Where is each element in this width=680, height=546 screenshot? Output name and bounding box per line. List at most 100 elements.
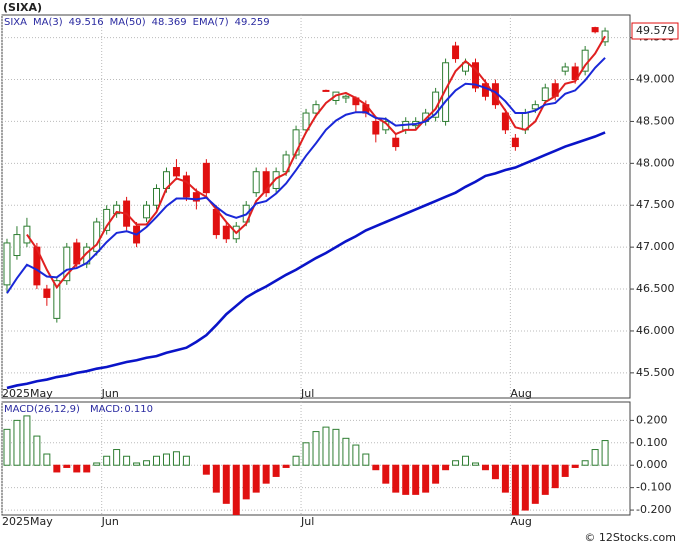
macd-bar [591,449,599,466]
candle-body [103,208,111,231]
macd-bar [372,464,380,471]
macd-bar [23,415,31,466]
candle-body [591,27,599,33]
candle-body [322,89,330,92]
candle-body [342,95,350,99]
macd-bar [402,464,410,495]
candle-body [43,288,51,298]
legend-value: 0.110 [124,404,153,415]
candle-body [472,62,479,89]
candle-body [202,162,210,194]
macd-bar [322,426,330,466]
macd-bar [432,464,440,484]
candle-body [541,87,549,101]
macd-bar [73,464,81,473]
legend-entry: EMA(7) [193,17,229,28]
macd-bar [113,449,121,466]
macd-bar [481,464,489,471]
macd-bar [501,464,509,493]
candle-body [372,120,380,135]
candle-body [182,175,190,198]
footer: © 12Stocks.com [584,531,676,544]
macd-bar [262,464,270,484]
macd-bar [93,462,101,466]
macd-bar [521,464,529,511]
candle-body [531,104,539,110]
x-tick-label: Jun [101,387,119,400]
y-tick-label: 48.000 [636,156,675,169]
macd-bar [232,464,240,516]
ma-line [26,35,606,290]
macd-bar [382,464,390,484]
macd-bar [43,453,51,466]
last-price-label: 49.579 [636,24,675,37]
y-tick-label: 47.000 [636,240,675,253]
macd-bar [601,440,609,466]
x-tick-label: 2025May [2,387,53,400]
last-price-box [631,22,679,40]
candle-body [442,62,450,122]
macd-bar [282,464,290,468]
candle-body [172,167,180,177]
candle-body [192,192,200,202]
candle-body [272,171,280,189]
macd-bar [511,464,519,516]
macd-bar [571,464,579,468]
candle-body [13,234,21,257]
macd-bar [53,464,61,473]
macd-bar [252,464,260,493]
x-tick-label: Jun [101,515,119,528]
x-tick-label: 2025May [2,515,53,528]
x-tick-label: Aug [510,515,531,528]
macd-bar [133,462,141,466]
macd-bar [162,453,170,466]
macd-bar [222,464,230,504]
candle-body [511,137,519,148]
macd-bar [123,455,131,466]
legend-entry: 49.259 [235,17,270,28]
macd-bar [272,464,280,477]
chart-title: (SIXA) [3,1,42,14]
macd-bar [352,444,360,466]
macd-bar [312,431,320,466]
candle-body [63,246,71,282]
y-tick-label: -0.100 [636,481,671,494]
y-tick-label: 0.100 [636,436,668,449]
y-tick-label: 46.500 [636,282,675,295]
candle-body [53,280,61,319]
y-tick-label: 48.500 [636,114,675,127]
macd-bar [103,455,111,466]
y-tick-label: 46.000 [636,324,675,337]
legend-entry: SIXA [4,17,27,28]
candle-body [252,171,260,194]
macd-bar [153,455,160,466]
macd-bar [172,451,180,466]
macd-bar [143,460,151,466]
macd-bar [531,464,539,504]
macd-bar [362,453,370,466]
y-tick-label: 0.200 [636,413,668,426]
ma-line [6,131,606,390]
legend-entry: 49.516 [69,17,104,28]
macd-bar [302,442,310,466]
macd-bar [551,464,559,489]
legend-entry: MA(3) [33,17,63,28]
y-tick-label: 0.000 [636,458,668,471]
candle-body [302,112,310,131]
candle-body [462,62,470,72]
macd-bar [212,464,220,493]
macd-bar [332,428,340,466]
macd-bar [541,464,549,495]
candle-body [501,112,509,131]
y-tick-label: 47.500 [636,198,675,211]
legend-entry: 48.369 [152,17,187,28]
macd-bar [33,435,41,466]
candle-body [93,221,101,252]
macd-bar [561,464,569,477]
macd-bar [491,464,499,480]
macd-bar [242,464,250,500]
macd-bar [442,464,450,471]
candle-body [392,137,400,148]
y-tick-label: 45.500 [636,366,675,379]
macd-bar [3,428,11,466]
